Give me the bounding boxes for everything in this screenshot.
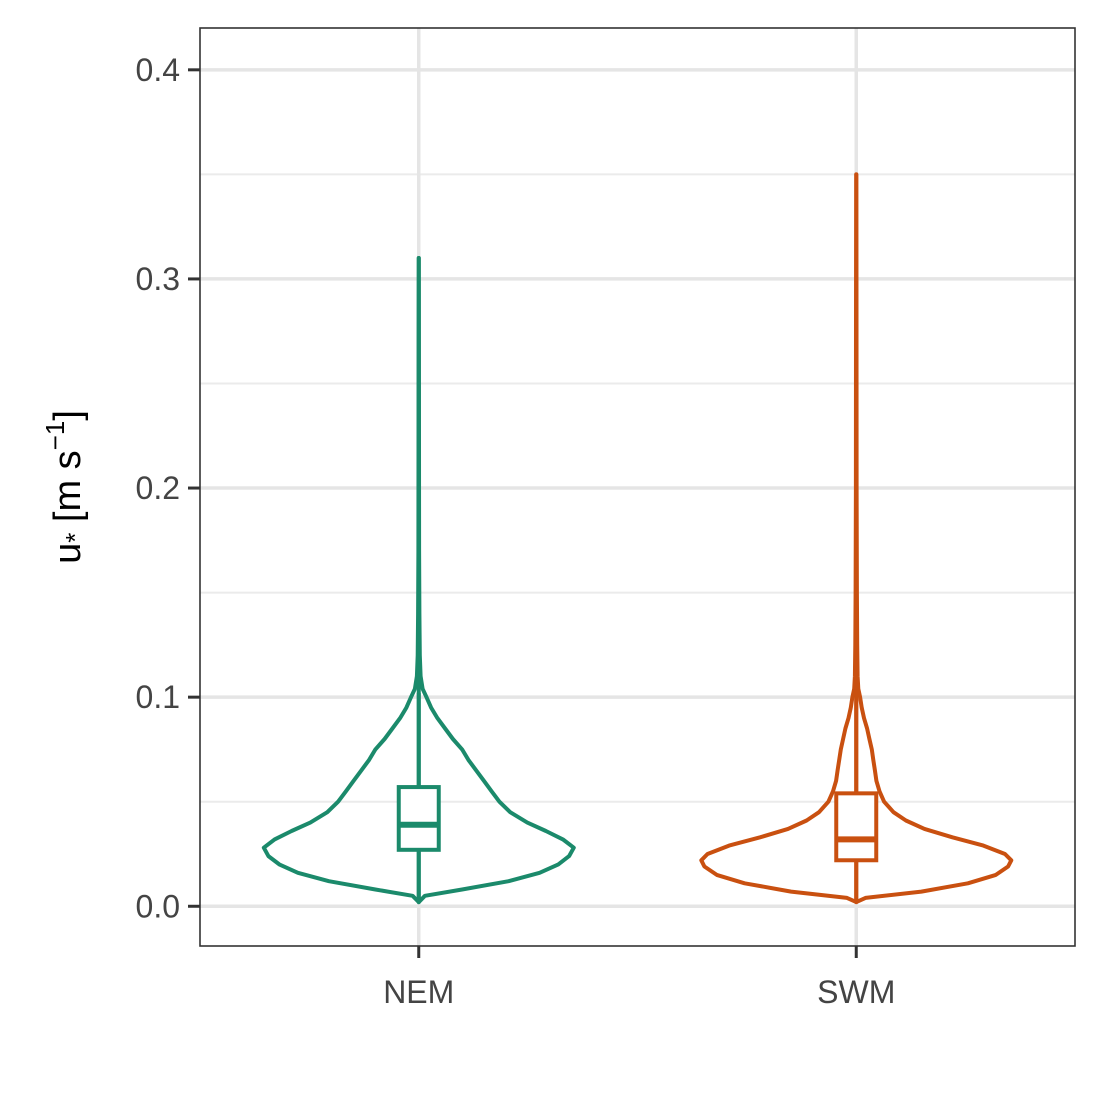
y-axis-title-subscript: * bbox=[60, 533, 90, 543]
y-tick-label: 0.1 bbox=[136, 679, 180, 715]
y-axis-title-close: ] bbox=[47, 410, 89, 421]
y-tick-label: 0.4 bbox=[136, 52, 180, 88]
y-axis-title-superscript: −1 bbox=[40, 421, 70, 451]
axes: 0.0 0.1 0.2 0.3 0.4 NEM SWM bbox=[136, 52, 896, 1010]
x-tick-label: NEM bbox=[383, 974, 454, 1010]
y-axis-title: u* [m s−1] bbox=[40, 410, 90, 564]
y-tick-label: 0.2 bbox=[136, 470, 180, 506]
y-axis-title-units: [m s bbox=[47, 450, 89, 532]
violin-group-swm bbox=[699, 172, 1014, 905]
y-axis-title-main: u bbox=[47, 543, 89, 564]
box-iqr bbox=[396, 785, 441, 852]
y-tick-label: 0.3 bbox=[136, 261, 180, 297]
violin-group-nem bbox=[261, 256, 576, 905]
violin-layer bbox=[261, 172, 1014, 905]
x-tick-label: SWM bbox=[817, 974, 895, 1010]
y-tick-label: 0.0 bbox=[136, 888, 180, 924]
box-iqr bbox=[834, 791, 879, 863]
